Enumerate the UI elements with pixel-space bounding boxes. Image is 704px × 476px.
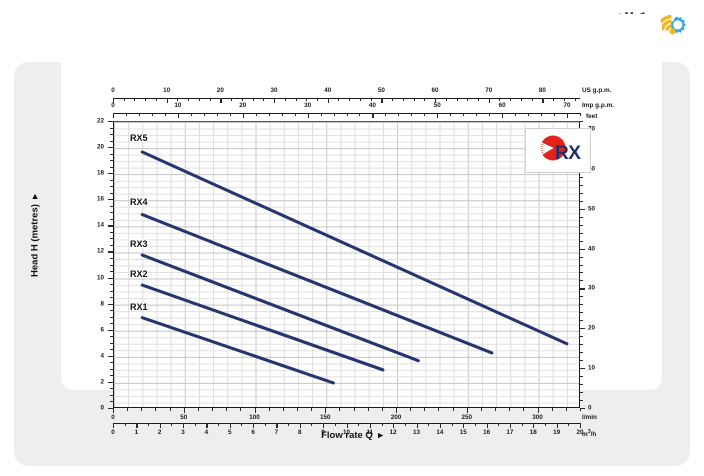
axis-m3h-tick-label: 7 (274, 429, 279, 436)
axis-feet-tick-label: 0 (588, 404, 592, 412)
axis-m3h-tick-label: 17 (506, 429, 514, 436)
axis-metres-tick-label: 10 (96, 274, 104, 282)
axis-imp-gpm-tick-label: 50 (433, 102, 441, 109)
axis-imp-gpm-tick-label: 0 (111, 102, 115, 109)
axis-feet-unit-label: feet (586, 113, 598, 120)
axis-m3h-tick-label: 16 (483, 429, 491, 436)
axis-m3h-tick-label: 5 (227, 429, 232, 436)
axis-feet-tick-label: 20 (588, 324, 596, 332)
axis-m3h-tick-label: 0 (111, 429, 115, 436)
axis-imp-gpm-tick-label: 70 (563, 102, 571, 109)
axis-metres-tick-label: 4 (100, 352, 104, 360)
axis-m3h-tick-label: 20 (576, 429, 584, 436)
axis-m3h-tick-label: 4 (204, 429, 209, 436)
axis-feet-tick-label: 70 (588, 125, 596, 133)
axis-us-gpm-tick-label: 70 (485, 87, 493, 94)
axis-m3h-tick-label: 12 (389, 429, 397, 436)
axis-metres-tick-label: 0 (100, 404, 104, 412)
axis-lmin-tick-label: 300 (532, 414, 543, 421)
axis-metres-tick-label: 6 (100, 326, 104, 334)
axis-us-gpm-tick-label: 0 (111, 87, 115, 94)
axis-feet-tick-label: 30 (588, 284, 596, 292)
plot-area (113, 121, 580, 408)
curve-label-rx4: RX4 (129, 197, 148, 208)
axis-m3h-tick-label: 2 (157, 429, 162, 436)
axis-imp-gpm-tick-label: 40 (368, 102, 376, 109)
axis-m3h-tick-label: 3 (181, 429, 185, 436)
curve-label-rx3: RX3 (129, 238, 148, 249)
axis-m3h-unit-label: m3/h (582, 429, 597, 439)
y-axis-arrow-icon: ▸ (29, 194, 41, 202)
axis-m3h-tick-label: 14 (436, 429, 444, 436)
axis-us-gpm-tick-label: 40 (324, 87, 332, 94)
axis-imp-gpm-unit-label: Imp g.p.m. (582, 102, 614, 109)
axis-lmin-tick-label: 200 (390, 414, 402, 421)
axis-m3h-tick-label: 15 (459, 429, 467, 436)
svg-text:RX: RX (555, 143, 581, 164)
axis-metres-tick-label: 20 (96, 143, 104, 151)
axis-metres-tick-label: 14 (96, 221, 104, 229)
axis-m3h-tick-label: 8 (298, 429, 302, 436)
axis-lmin-tick-label: 0 (111, 414, 115, 421)
axis-m3h-tick-label: 13 (413, 429, 421, 436)
curve-label-rx1: RX1 (129, 301, 148, 312)
axis-feet-tick-label: 50 (588, 205, 596, 213)
chart-curves (140, 150, 569, 385)
axis-m3h-tick-label: 11 (366, 429, 374, 436)
axis-m3h-tick-label: 9 (321, 429, 325, 436)
x-axis-arrow-icon: ▸ (375, 430, 383, 441)
axis-m3h-tick-label: 18 (529, 429, 537, 436)
axis-m3h-tick-label: 10 (342, 429, 351, 436)
axis-lmin-tick-label: 250 (461, 414, 473, 421)
axis-us-gpm-tick-label: 30 (270, 87, 278, 94)
axis-us-gpm-tick-label: 20 (216, 87, 224, 94)
rx-sunburst-icon (532, 135, 566, 160)
axis-us-gpm-tick-label: 50 (377, 87, 385, 94)
axis-m3h-tick-label: 1 (134, 429, 139, 436)
axis-metres-tick-label: 22 (96, 117, 104, 125)
axis-feet-tick-label: 10 (588, 364, 596, 372)
axis-lmin-tick-label: 100 (249, 414, 260, 421)
axis-feet-tick-label: 60 (588, 165, 596, 173)
axis-us-gpm-line (113, 98, 580, 100)
axis-m3h-tick-label: 19 (553, 429, 561, 436)
y-axis-title: Head H (metres) ▸ (30, 171, 41, 301)
axis-imp-gpm-tick-label: 20 (239, 102, 247, 109)
x-axis-title: Flow rate Q ▸ (0, 430, 704, 441)
axis-imp-gpm-tick-label: 60 (498, 102, 506, 109)
axis-feet-tick-label: 40 (588, 245, 596, 253)
x-axis-title-text: Flow rate Q (321, 430, 373, 441)
axis-imp-gpm-tick-label: 30 (304, 102, 312, 109)
curve-label-rx2: RX2 (129, 268, 148, 279)
axis-lmin-unit-label: l/min (582, 414, 597, 421)
axis-metres-tick-label: 2 (100, 378, 104, 386)
axis-metres-tick-label: 8 (100, 300, 104, 308)
y-axis-title-text: Head H (metres) (29, 204, 41, 277)
axis-metres-tick-label: 16 (96, 195, 104, 203)
curve-label-rx5: RX5 (129, 133, 148, 144)
axis-imp-gpm-tick-label: 10 (174, 102, 182, 109)
axis-metres-tick-label: 18 (96, 169, 104, 177)
rx-logo: RX (525, 128, 591, 173)
axis-us-gpm-tick-label: 80 (538, 87, 546, 94)
axis-lmin-tick-label: 50 (180, 414, 188, 421)
axis-metres-tick-label: 12 (96, 247, 104, 255)
axis-us-gpm-tick-label: 10 (163, 87, 171, 94)
axis-us-gpm-unit-label: US g.p.m. (582, 87, 612, 94)
axis-m3h-tick-label: 6 (251, 429, 255, 436)
axis-lmin-tick-label: 150 (320, 414, 331, 421)
axis-us-gpm-tick-label: 60 (431, 87, 439, 94)
